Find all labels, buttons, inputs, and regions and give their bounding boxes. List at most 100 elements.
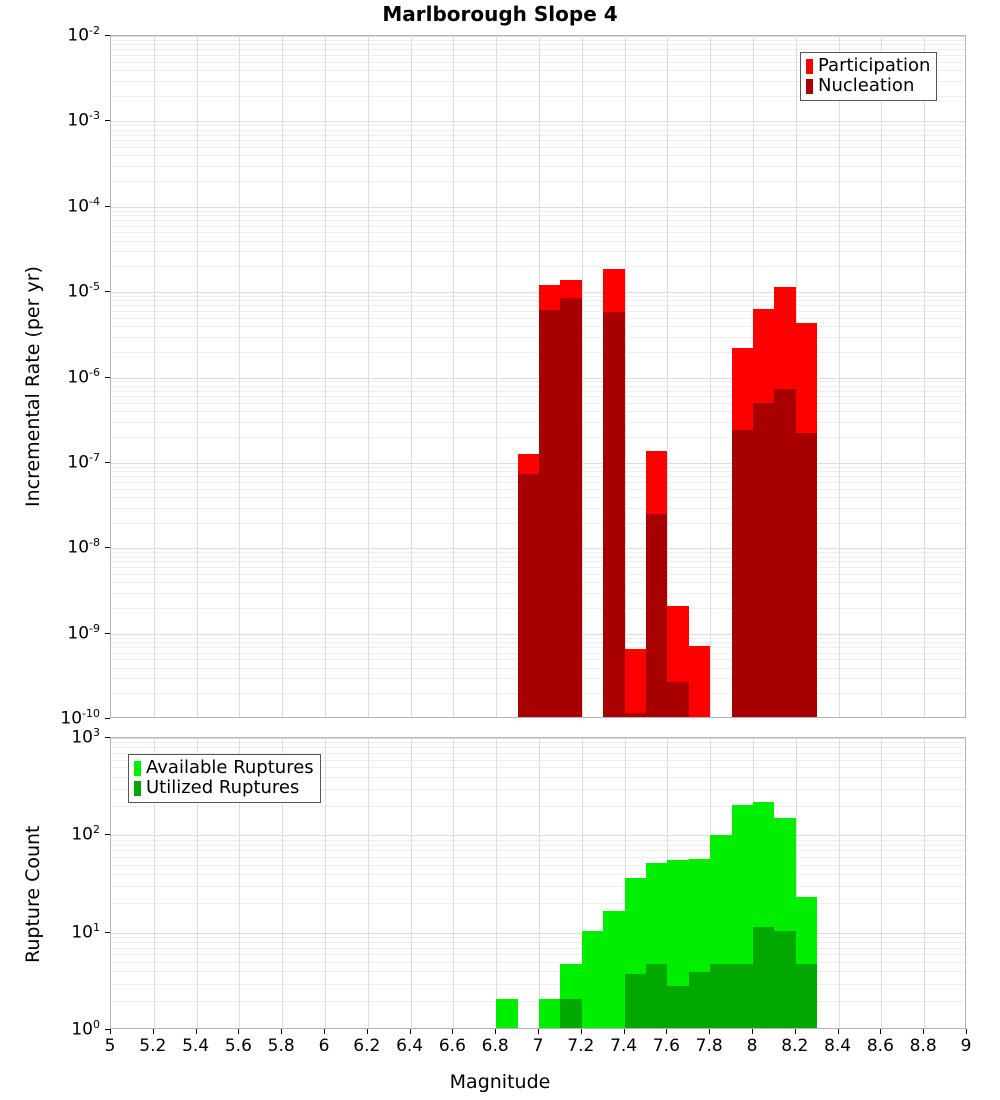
gridline-horizontal xyxy=(111,386,965,387)
legend-item-utilized-ruptures[interactable]: Utilized Ruptures xyxy=(134,777,314,798)
participation-swatch-icon xyxy=(806,58,813,74)
bottom-legend: Available Ruptures Utilized Ruptures xyxy=(128,754,321,804)
bar-rupture-count-8 xyxy=(688,738,711,1028)
gridline-horizontal xyxy=(111,886,965,887)
gridline-horizontal xyxy=(111,903,965,904)
gridline-horizontal xyxy=(111,767,965,768)
gridline-horizontal xyxy=(111,62,965,63)
top-ytick--5: 10-5 xyxy=(67,280,100,302)
bar-segment-inner xyxy=(774,930,796,1028)
bar-incremental-rate-0 xyxy=(517,36,539,717)
gridline-horizontal xyxy=(111,36,965,37)
gridline-horizontal xyxy=(111,296,965,297)
gridline-horizontal xyxy=(111,135,965,136)
gridline-horizontal xyxy=(111,865,965,866)
gridline-vertical xyxy=(282,36,283,717)
gridline-horizontal xyxy=(111,760,965,761)
bar-incremental-rate-3 xyxy=(603,36,625,717)
bar-segment-outer xyxy=(539,998,561,1028)
gridline-horizontal xyxy=(111,777,965,778)
gridline-vertical xyxy=(453,36,454,717)
bar-segment-inner xyxy=(667,986,689,1028)
xtick-6.8: 6.8 xyxy=(481,1036,509,1056)
gridline-horizontal xyxy=(111,391,965,392)
gridline-horizontal xyxy=(111,155,965,156)
tick-mark xyxy=(581,1029,582,1034)
tick-mark xyxy=(105,462,110,463)
gridline-horizontal xyxy=(111,422,965,423)
gridline-vertical xyxy=(239,36,240,717)
tick-mark xyxy=(105,377,110,378)
gridline-horizontal xyxy=(111,226,965,227)
tick-mark xyxy=(105,547,110,548)
xtick-8.8: 8.8 xyxy=(909,1036,937,1056)
bar-segment-inner xyxy=(774,388,796,717)
top-ytick--8: 10-8 xyxy=(67,536,100,558)
gridline-horizontal xyxy=(111,241,965,242)
gridline-horizontal xyxy=(111,857,965,858)
bar-segment-inner xyxy=(624,973,646,1028)
bar-incremental-rate-7 xyxy=(688,36,711,717)
tick-mark xyxy=(709,1029,710,1034)
gridline-horizontal xyxy=(111,326,965,327)
legend-label-nucleation: Nucleation xyxy=(818,75,915,97)
tick-mark xyxy=(923,1029,924,1034)
tick-mark xyxy=(880,1029,881,1034)
gridline-horizontal xyxy=(111,166,965,167)
bottom-ytick-1: 101 xyxy=(71,920,100,943)
tick-mark xyxy=(538,1029,539,1034)
bar-rupture-count-6 xyxy=(646,738,668,1028)
gridline-horizontal xyxy=(111,806,965,807)
gridline-vertical xyxy=(368,36,369,717)
page-title: Marlborough Slope 4 xyxy=(382,2,618,26)
gridline-horizontal xyxy=(111,954,965,955)
bar-segment-inner xyxy=(753,926,775,1028)
bar-rupture-count-2 xyxy=(560,738,582,1028)
xtick-7.8: 7.8 xyxy=(695,1036,723,1056)
gridline-vertical xyxy=(197,738,198,1028)
gridline-horizontal xyxy=(111,378,965,379)
xtick-6: 6 xyxy=(318,1036,330,1056)
bar-segment-outer xyxy=(603,910,625,1028)
legend-item-nucleation[interactable]: Nucleation xyxy=(806,75,930,97)
legend-item-available-ruptures[interactable]: Available Ruptures xyxy=(134,757,314,778)
xtick-8.2: 8.2 xyxy=(781,1036,809,1056)
bottom-ytick-3: 103 xyxy=(71,726,100,748)
gridline-horizontal xyxy=(111,850,965,851)
tick-mark xyxy=(105,1029,110,1030)
bar-rupture-count-1 xyxy=(539,738,561,1028)
gridline-vertical xyxy=(582,738,583,1028)
gridline-horizontal xyxy=(111,55,965,56)
bar-segment-inner xyxy=(795,433,818,717)
gridline-horizontal xyxy=(111,211,965,212)
bar-segment-inner xyxy=(560,998,582,1028)
gridline-horizontal xyxy=(111,215,965,216)
gridline-horizontal xyxy=(111,874,965,875)
gridline-horizontal xyxy=(111,411,965,412)
gridline-horizontal xyxy=(111,984,965,985)
top-ytick--7: 10-7 xyxy=(67,450,100,473)
gridline-vertical xyxy=(325,36,326,717)
gridline-horizontal xyxy=(111,49,965,50)
gridline-horizontal xyxy=(111,933,965,934)
top-ytick--10: 10-10 xyxy=(60,707,100,729)
gridline-horizontal xyxy=(111,40,965,41)
gridline-vertical xyxy=(796,738,797,1028)
gridline-horizontal xyxy=(111,971,965,972)
bar-incremental-rate-4 xyxy=(624,36,646,717)
gridline-horizontal xyxy=(111,937,965,938)
top-ytick--3: 10-3 xyxy=(67,109,100,132)
gridline-horizontal xyxy=(111,753,965,754)
legend-item-participation[interactable]: Participation xyxy=(806,55,930,76)
gridline-vertical xyxy=(839,738,840,1028)
tick-mark xyxy=(624,1029,625,1034)
gridline-horizontal xyxy=(111,403,965,404)
nucleation-swatch-icon xyxy=(806,78,813,94)
gridline-horizontal xyxy=(111,140,965,141)
gridline-horizontal xyxy=(111,181,965,182)
tick-mark xyxy=(367,1029,368,1034)
gridline-horizontal xyxy=(111,266,965,267)
tick-mark xyxy=(452,1029,453,1034)
gridline-horizontal xyxy=(111,835,965,836)
bar-rupture-count-10 xyxy=(731,738,753,1028)
